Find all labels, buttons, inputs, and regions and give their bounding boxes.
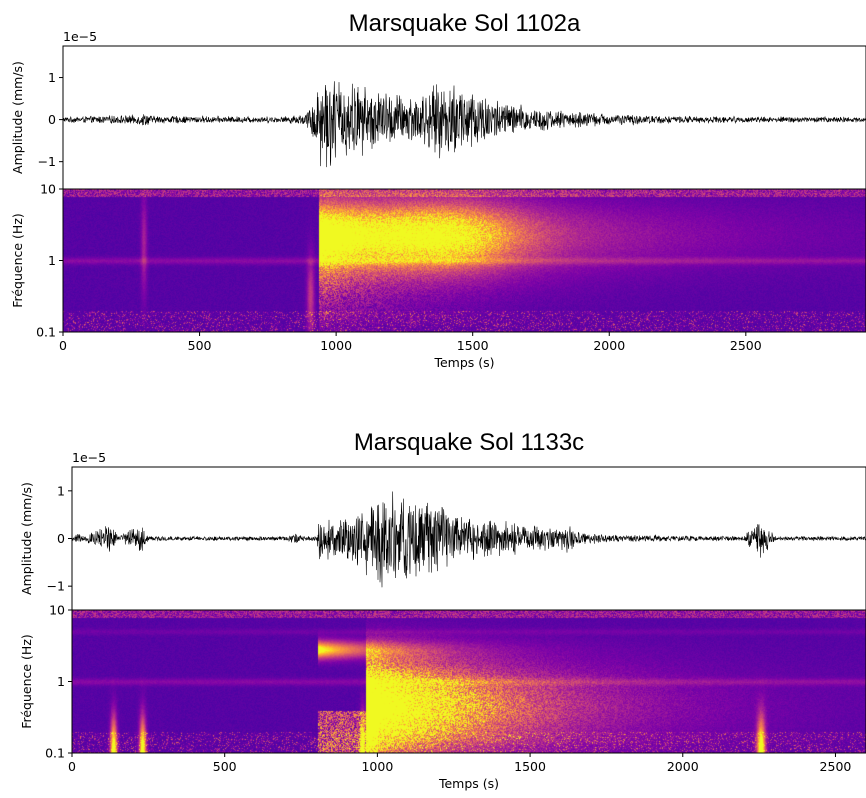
waveform-ylabel: Amplitude (mm/s): [19, 482, 34, 595]
spectrogram-ytick-label: 1: [48, 253, 56, 268]
xtick-label: 2500: [820, 759, 852, 774]
spectrogram-ytick-label: 1: [57, 674, 65, 689]
waveform-ytick-label: 1: [57, 483, 65, 498]
xtick-label: 2500: [730, 338, 762, 353]
waveform-ytick-label: −1: [47, 579, 65, 594]
chart-title: Marsquake Sol 1133c: [354, 429, 584, 456]
spectrogram-ylabel: Fréquence (Hz): [10, 213, 25, 308]
spectrogram-ylabel: Fréquence (Hz): [19, 634, 34, 729]
spectrogram-ytick-label: 10: [49, 603, 65, 618]
spectrogram-ytick-label: 0.1: [45, 746, 65, 761]
xtick-label: 1000: [361, 759, 393, 774]
waveform-trace: [71, 491, 866, 588]
xtick-label: 1500: [514, 759, 546, 774]
x-axis-label: Temps (s): [433, 355, 494, 370]
waveform-ylabel: Amplitude (mm/s): [10, 61, 25, 174]
xtick-label: 0: [68, 759, 76, 774]
chart-title: Marsquake Sol 1102a: [349, 10, 581, 37]
waveform-ytick-label: 1: [48, 70, 56, 85]
xtick-label: 2000: [593, 338, 625, 353]
xtick-label: 500: [188, 338, 212, 353]
spectrogram-image: [72, 610, 866, 753]
x-axis-label: Temps (s): [438, 776, 499, 791]
waveform-ytick-label: −1: [38, 154, 56, 169]
xtick-label: 500: [213, 759, 237, 774]
xtick-label: 2000: [667, 759, 699, 774]
spectrogram-ytick-label: 0.1: [36, 325, 56, 340]
waveform-trace: [62, 81, 866, 168]
xtick-label: 1000: [320, 338, 352, 353]
xtick-label: 1500: [457, 338, 489, 353]
spectrogram-ytick-label: 10: [40, 182, 56, 197]
waveform-ytick-label: 0: [57, 531, 65, 546]
waveform-offset-text: 1e−5: [72, 450, 106, 465]
waveform-ytick-label: 0: [48, 112, 56, 127]
spectrogram-image: [63, 189, 866, 332]
waveform-offset-text: 1e−5: [63, 29, 97, 44]
xtick-label: 0: [59, 338, 67, 353]
